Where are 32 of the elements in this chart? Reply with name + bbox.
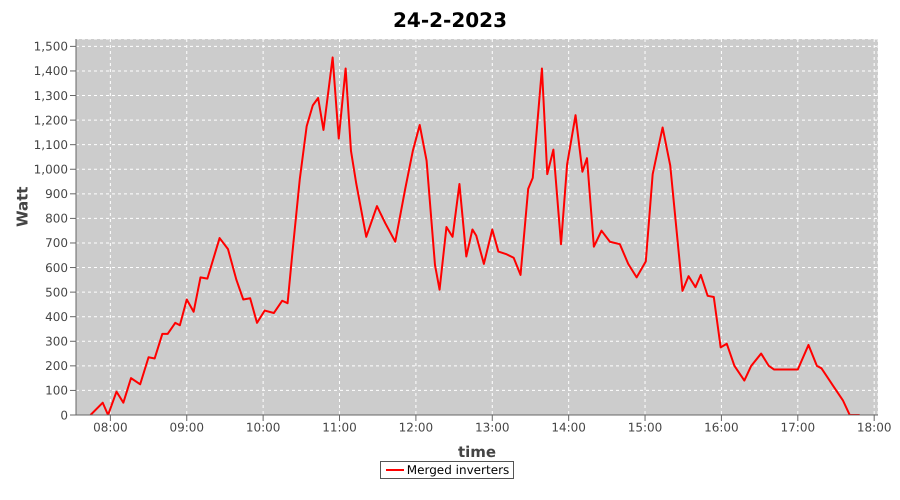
x-tick-label: 11:00: [322, 420, 357, 435]
x-tick-label: 08:00: [93, 420, 128, 435]
x-tick-label: 18:00: [856, 420, 892, 435]
y-tick-label: 1,200: [34, 113, 68, 128]
x-tick-label: 12:00: [398, 420, 434, 435]
legend-label: Merged inverters: [406, 463, 510, 477]
x-tick-label: 14:00: [551, 420, 586, 435]
x-tick-label: 15:00: [628, 420, 662, 435]
chart-title: 24-2-2023: [392, 8, 508, 34]
y-tick-label: 1,300: [34, 88, 68, 103]
y-tick-label: 1,400: [34, 64, 68, 78]
y-tick-label: 100: [45, 384, 68, 398]
y-tick-label: 400: [45, 310, 68, 324]
x-tick-label: 13:00: [474, 420, 510, 435]
x-tick-label: 09:00: [169, 420, 204, 435]
x-tick-label: 16:00: [704, 420, 739, 435]
y-tick-label: 700: [45, 236, 68, 250]
y-tick-label: 300: [45, 334, 68, 349]
x-tick-label: 17:00: [780, 420, 816, 435]
y-tick-label: 500: [45, 285, 68, 300]
y-tick-label: 1,000: [34, 162, 68, 177]
y-tick-label: 600: [45, 260, 68, 275]
y-tick-label: 800: [45, 212, 68, 226]
x-tick-label: 10:00: [246, 420, 280, 435]
y-tick-label: 900: [45, 187, 68, 202]
y-tick-label: 200: [45, 359, 68, 374]
line-series: [90, 56, 861, 415]
y-tick-label: 0: [60, 408, 68, 422]
y-tick-label: 1,100: [34, 138, 68, 152]
y-tick-label: 1,500: [34, 40, 68, 54]
y-axis-title: Watt: [13, 186, 32, 227]
x-axis-title: time: [458, 443, 496, 461]
